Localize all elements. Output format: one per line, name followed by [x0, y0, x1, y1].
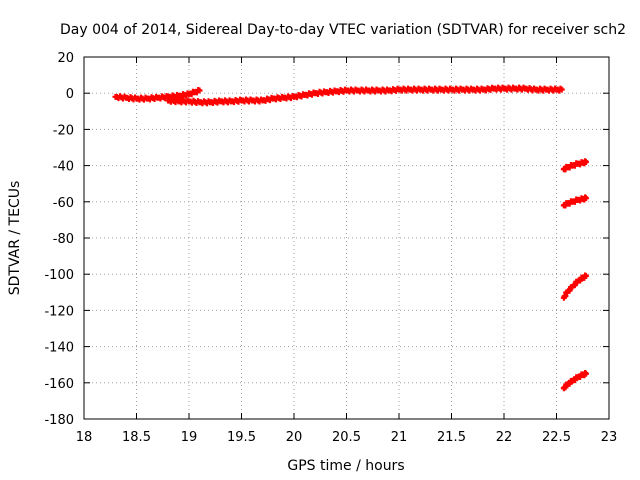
x-tick-label: 21.5 — [437, 430, 466, 445]
data-point — [582, 273, 589, 280]
x-tick-label: 22 — [496, 430, 513, 445]
y-axis-label: SDTVAR / TECUs — [7, 181, 23, 296]
series-arc-2 — [560, 194, 589, 209]
x-tick-label: 19 — [181, 430, 198, 445]
x-tick-label: 18.5 — [122, 430, 151, 445]
x-tick-labels: 18 18.5 19 19.5 20 20.5 21 21.5 22 22.5 23 — [76, 430, 618, 445]
x-tick-label: 20 — [286, 430, 303, 445]
y-tick-label: 20 — [57, 51, 74, 66]
series-main-lower — [165, 84, 565, 107]
y-tick-labels: 20 0 -20 -40 -60 -80 -100 -120 -140 -160 -180 — [44, 51, 74, 428]
x-tick-label: 18 — [76, 430, 93, 445]
data-point — [196, 87, 203, 94]
data-point — [571, 282, 578, 289]
chart-title: Day 004 of 2014, Sidereal Day-to-day VTE… — [60, 22, 626, 38]
y-tick-label: -140 — [44, 341, 74, 356]
x-tick-label: 22.5 — [542, 430, 571, 445]
y-tick-label: -120 — [44, 304, 74, 319]
y-tick-label: -60 — [53, 196, 74, 211]
x-axis-label: GPS time / hours — [287, 458, 404, 474]
data-point — [582, 158, 589, 165]
series-arc-3 — [560, 272, 589, 301]
y-tick-label: -100 — [44, 268, 74, 283]
x-tick-label: 19.5 — [227, 430, 256, 445]
data-point — [566, 287, 573, 294]
series-arc-4 — [560, 369, 589, 392]
axis-ticks — [83, 56, 610, 420]
data-point — [558, 86, 565, 93]
data-point — [582, 370, 589, 377]
data-point — [582, 195, 589, 202]
y-tick-label: -160 — [44, 377, 74, 392]
data-points — [112, 84, 589, 392]
y-tick-label: -20 — [53, 123, 74, 138]
y-tick-label: 0 — [66, 87, 74, 102]
x-tick-label: 21 — [391, 430, 408, 445]
x-tick-label: 20.5 — [332, 430, 361, 445]
series-arc-1 — [560, 158, 589, 173]
x-tick-label: 23 — [601, 430, 618, 445]
y-tick-label: -40 — [53, 160, 74, 175]
grid-lines — [84, 57, 609, 419]
y-tick-label: -80 — [53, 232, 74, 247]
y-tick-label: -180 — [44, 413, 74, 428]
